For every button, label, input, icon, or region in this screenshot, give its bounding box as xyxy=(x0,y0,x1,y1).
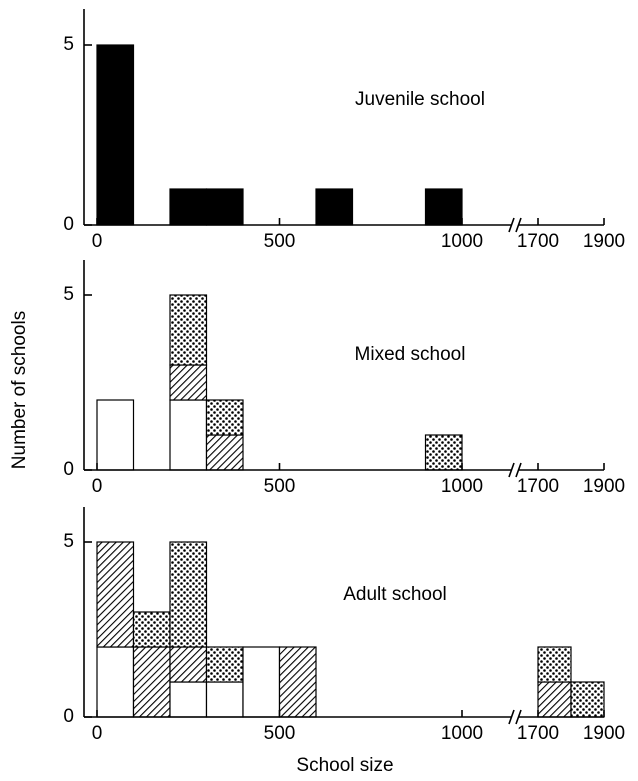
bar xyxy=(169,294,208,366)
bar xyxy=(96,44,135,226)
x-axis-label: School size xyxy=(296,755,393,776)
panel-title: Mixed school xyxy=(355,344,466,365)
y-tick-label: 5 xyxy=(63,34,74,55)
x-tick-label: 1900 xyxy=(583,231,625,252)
panel-title: Adult school xyxy=(343,584,447,605)
bar xyxy=(132,611,171,648)
bar xyxy=(537,646,572,683)
axis-break xyxy=(508,709,522,725)
bar xyxy=(169,681,208,718)
bar xyxy=(537,681,572,718)
axis-break xyxy=(508,217,522,233)
bar xyxy=(205,434,244,471)
axis-break xyxy=(508,462,522,478)
bar xyxy=(169,399,208,471)
x-tick-label: 500 xyxy=(264,476,296,497)
x-tick-label: 1900 xyxy=(583,723,625,744)
bar xyxy=(424,188,463,226)
y-tick-label: 0 xyxy=(63,459,74,480)
y-axis-label: Number of schools xyxy=(9,311,30,469)
x-tick-label: 500 xyxy=(264,723,296,744)
y-tick-label: 0 xyxy=(63,214,74,235)
x-tick-label: 1000 xyxy=(441,231,483,252)
y-tick-label: 5 xyxy=(63,284,74,305)
x-tick-label: 0 xyxy=(92,476,103,497)
bar xyxy=(169,188,208,226)
bar xyxy=(205,646,244,683)
bar xyxy=(169,364,208,401)
bar xyxy=(205,188,244,226)
panel-title: Juvenile school xyxy=(355,89,485,110)
x-tick-label: 1700 xyxy=(517,476,559,497)
x-tick-label: 1000 xyxy=(441,476,483,497)
bar xyxy=(96,541,135,648)
bar xyxy=(96,399,135,471)
bar xyxy=(132,646,171,718)
bar xyxy=(169,646,208,683)
x-tick-label: 0 xyxy=(92,723,103,744)
bar xyxy=(169,541,208,648)
bar xyxy=(96,646,135,718)
x-tick-label: 1700 xyxy=(517,723,559,744)
bar xyxy=(205,399,244,436)
bar xyxy=(570,681,605,718)
bar xyxy=(278,646,317,718)
bar xyxy=(242,646,281,718)
y-tick-label: 5 xyxy=(63,531,74,552)
x-tick-label: 0 xyxy=(92,231,103,252)
x-tick-label: 1000 xyxy=(441,723,483,744)
bar xyxy=(205,681,244,718)
bar xyxy=(315,188,354,226)
x-tick-label: 1900 xyxy=(583,476,625,497)
y-tick-label: 0 xyxy=(63,706,74,727)
x-tick-label: 500 xyxy=(264,231,296,252)
bar xyxy=(424,434,463,471)
x-tick-label: 1700 xyxy=(517,231,559,252)
